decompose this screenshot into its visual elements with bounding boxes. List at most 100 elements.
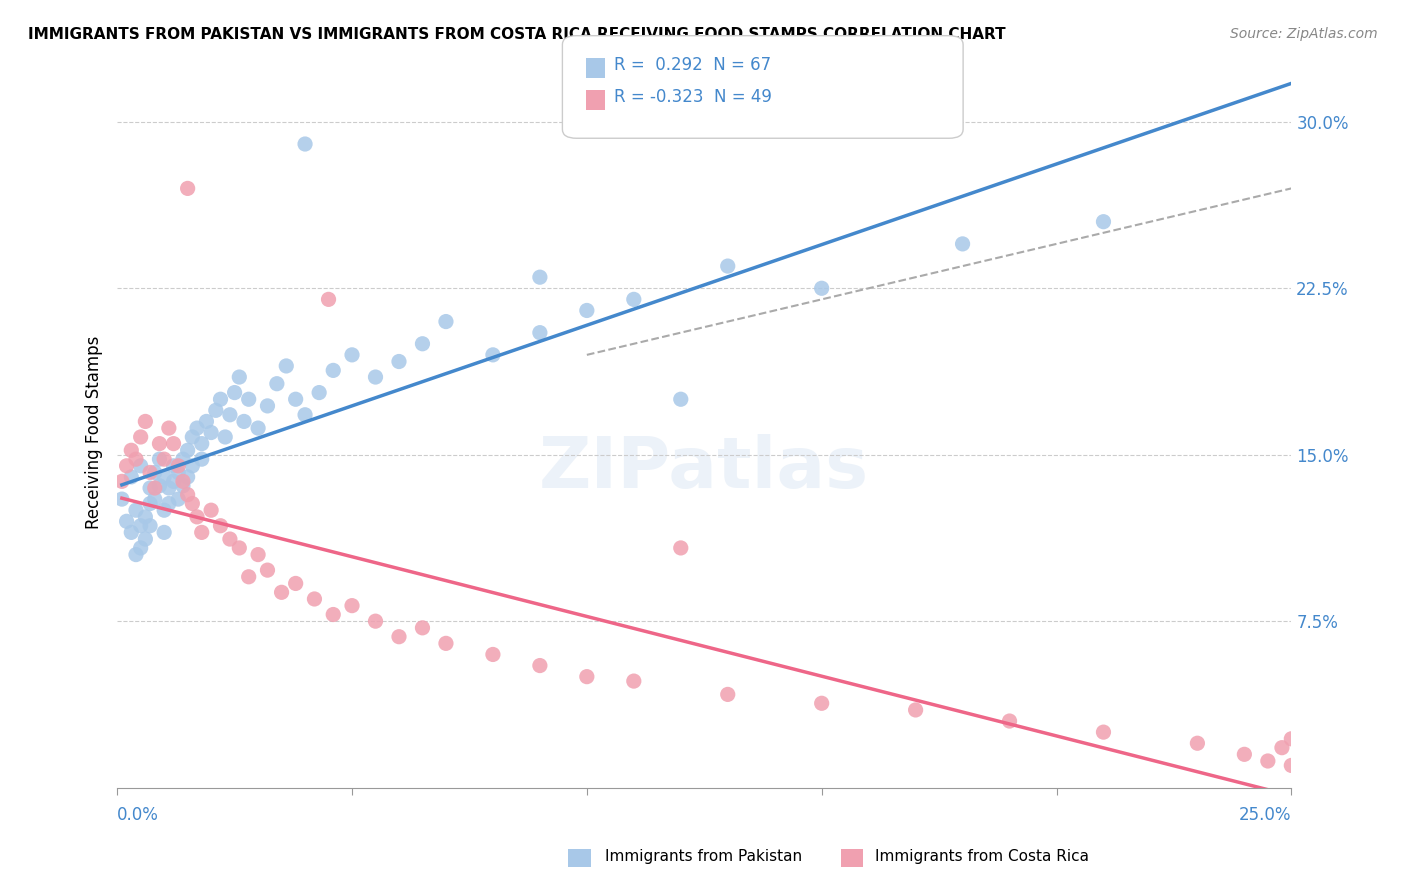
Point — [125, 452, 148, 467]
Text: 25.0%: 25.0% — [1239, 806, 1291, 824]
Point — [134, 532, 156, 546]
Point — [120, 470, 142, 484]
Point — [308, 385, 330, 400]
Point — [1271, 740, 1294, 755]
Point — [717, 687, 740, 701]
Point — [1187, 736, 1209, 750]
Text: Immigrants from Pakistan: Immigrants from Pakistan — [605, 849, 801, 863]
Point — [125, 548, 148, 562]
Point — [233, 414, 256, 428]
Point — [434, 636, 457, 650]
Point — [190, 436, 212, 450]
Point — [186, 509, 208, 524]
Point — [209, 518, 232, 533]
Point — [411, 336, 433, 351]
Point — [111, 475, 134, 489]
Point — [1257, 754, 1279, 768]
Point — [411, 621, 433, 635]
Point — [176, 181, 198, 195]
Point — [190, 525, 212, 540]
Point — [322, 363, 344, 377]
Point — [153, 525, 176, 540]
Point — [1092, 725, 1115, 739]
Point — [204, 403, 226, 417]
Point — [256, 399, 278, 413]
Point — [669, 392, 692, 407]
Point — [322, 607, 344, 622]
Point — [998, 714, 1021, 728]
Point — [143, 481, 166, 495]
Point — [238, 392, 260, 407]
Point — [153, 452, 176, 467]
Point — [1279, 731, 1302, 746]
Text: R =  0.292  N = 67: R = 0.292 N = 67 — [614, 56, 772, 74]
Point — [623, 674, 645, 689]
Point — [129, 541, 152, 555]
Point — [143, 492, 166, 507]
Point — [904, 703, 927, 717]
Point — [176, 488, 198, 502]
Point — [482, 648, 505, 662]
Point — [575, 670, 598, 684]
Point — [162, 436, 184, 450]
Point — [157, 481, 180, 495]
Point — [148, 436, 170, 450]
Point — [172, 452, 194, 467]
Point — [810, 696, 832, 710]
Point — [294, 136, 316, 151]
Point — [364, 614, 387, 628]
Point — [266, 376, 288, 391]
Point — [190, 452, 212, 467]
Point — [575, 303, 598, 318]
Point — [1233, 747, 1256, 762]
Point — [224, 385, 246, 400]
Point — [139, 497, 162, 511]
Point — [294, 408, 316, 422]
Point — [214, 430, 236, 444]
Point — [228, 370, 250, 384]
Point — [810, 281, 832, 295]
Point — [120, 443, 142, 458]
Point — [181, 430, 204, 444]
Point — [153, 470, 176, 484]
Text: ZIPatlas: ZIPatlas — [538, 434, 869, 502]
Point — [284, 576, 307, 591]
Point — [148, 479, 170, 493]
Y-axis label: Receiving Food Stamps: Receiving Food Stamps — [86, 336, 103, 529]
Point — [388, 630, 411, 644]
Point — [134, 414, 156, 428]
Point — [247, 548, 270, 562]
Text: 0.0%: 0.0% — [117, 806, 159, 824]
Point — [228, 541, 250, 555]
Point — [276, 359, 298, 373]
Point — [388, 354, 411, 368]
Point — [181, 497, 204, 511]
Point — [304, 592, 326, 607]
Point — [125, 503, 148, 517]
Point — [238, 570, 260, 584]
Point — [120, 525, 142, 540]
Point — [529, 270, 551, 285]
Point — [318, 293, 340, 307]
Point — [157, 421, 180, 435]
Point — [111, 492, 134, 507]
Point — [139, 466, 162, 480]
Point — [256, 563, 278, 577]
Point — [167, 458, 190, 473]
Point — [529, 326, 551, 340]
Point — [129, 458, 152, 473]
Point — [172, 475, 194, 489]
Text: Source: ZipAtlas.com: Source: ZipAtlas.com — [1230, 27, 1378, 41]
Point — [195, 414, 218, 428]
Point — [209, 392, 232, 407]
Point — [162, 475, 184, 489]
Point — [219, 408, 242, 422]
Point — [669, 541, 692, 555]
Point — [1092, 215, 1115, 229]
Point — [181, 458, 204, 473]
Point — [134, 509, 156, 524]
Point — [482, 348, 505, 362]
Point — [162, 458, 184, 473]
Point — [529, 658, 551, 673]
Point — [247, 421, 270, 435]
